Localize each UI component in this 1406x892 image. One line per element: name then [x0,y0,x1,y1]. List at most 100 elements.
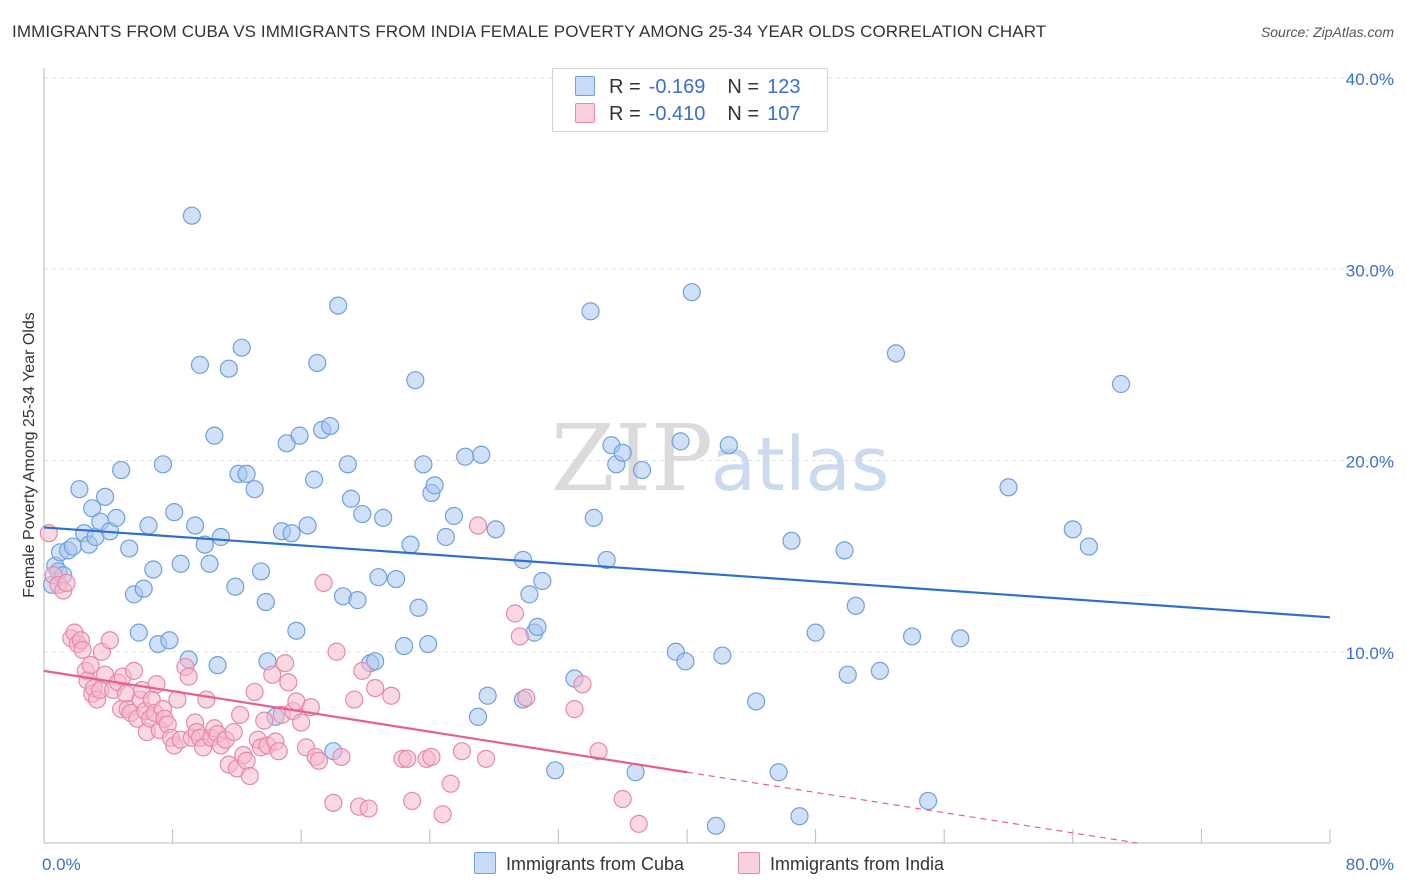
cuba-point [329,296,348,315]
india-point [255,711,274,730]
cuba-point [195,535,214,554]
cuba-point [419,634,438,654]
cuba-point [626,763,645,782]
bottom-legend-india: Immigrants from India [738,852,944,875]
cuba-point [245,480,264,499]
india-point [345,690,364,709]
cuba-point [951,629,970,648]
india-point [332,747,351,767]
cuba-point [251,562,271,581]
cuba-point [366,652,385,671]
cuba-point [200,554,219,573]
cuba-point [414,455,433,474]
cuba-point [632,460,652,480]
cuba-point [597,550,616,570]
india-point [237,751,256,770]
cuba-point [456,447,475,466]
cuba-point [182,206,201,225]
cuba-point [425,476,444,495]
cuba-point [321,416,340,436]
tick-labels: 0.0% 80.0% 10.0% 20.0% 30.0% 40.0% [42,70,1394,874]
cuba-point [528,617,547,636]
axes [43,68,1331,844]
cuba-point [676,652,695,671]
source-label: Source: ZipAtlas.com [1260,24,1394,40]
x-tick-min: 0.0% [42,855,81,874]
india-point [366,678,385,698]
cuba-point [134,579,153,598]
cuba-point [706,816,726,835]
y-tick-label: 10.0% [1346,644,1394,663]
india-point [279,673,298,692]
india-point [359,799,378,818]
cuba-point [468,707,488,726]
india-point [314,573,333,593]
india-point [382,686,401,705]
cuba-point [790,807,809,826]
cuba-point [835,541,854,560]
cuba-point [401,535,420,554]
cuba-point [386,569,406,589]
cuba-point [581,302,600,321]
cuba-point [95,487,115,506]
india-point [231,705,250,724]
india-point [589,742,608,761]
cuba-point [613,443,632,462]
india-point [468,516,488,535]
india-point [81,656,100,675]
watermark: ZIP atlas [551,405,890,512]
cuba-point [806,623,825,642]
india-point [57,573,76,593]
india-point [276,654,295,673]
india-point [353,661,372,680]
cuba-point [341,489,361,508]
cuba-point [478,686,497,705]
cuba-point [1111,374,1131,394]
legend-n-india: 107 [767,103,801,125]
cuba-point [144,560,163,579]
bottom-swatch-cuba [474,852,496,874]
legend-swatch-cuba [575,76,595,96]
india-point [629,814,648,833]
bottom-legend-cuba: Immigrants from Cuba [474,852,684,875]
cuba-point [369,568,388,587]
cuba-point [769,763,788,782]
legend-n-label: N = [727,103,760,125]
india-point [292,713,311,732]
watermark-atlas: atlas [711,422,890,508]
cuba-point [719,436,738,455]
chart-title: IMMIGRANTS FROM CUBA VS IMMIGRANTS FROM … [12,22,1047,41]
y-tick-label: 20.0% [1346,453,1394,472]
cuba-point [190,355,210,374]
cuba-point [287,621,306,640]
cuba-point [902,627,922,646]
cuba-point [298,516,317,535]
cuba-point [219,359,238,378]
cuba-point [211,527,230,547]
cuba-point [1079,537,1098,556]
india-point [613,789,632,809]
cuba-point [1063,520,1082,539]
cuba-point [846,596,865,615]
cuba-point [838,665,857,684]
india-point [309,751,328,770]
cuba-point [348,591,367,610]
india-point [510,627,529,646]
cuba-point [486,520,505,539]
india-point [324,793,343,812]
india-trend-extension [686,771,1138,844]
cuba-point [472,445,491,464]
watermark-zip: ZIP [551,405,713,512]
cuba-point [83,499,102,518]
cuba-point [444,506,464,526]
cuba-point [205,426,224,445]
cuba-point [107,508,126,527]
cuba-point [886,344,906,363]
india-point [565,700,584,719]
cuba-point [256,592,275,612]
cuba-point [713,646,732,665]
india-point [505,604,525,623]
india-trend-line [43,669,688,774]
y-tick-label: 40.0% [1346,70,1394,89]
